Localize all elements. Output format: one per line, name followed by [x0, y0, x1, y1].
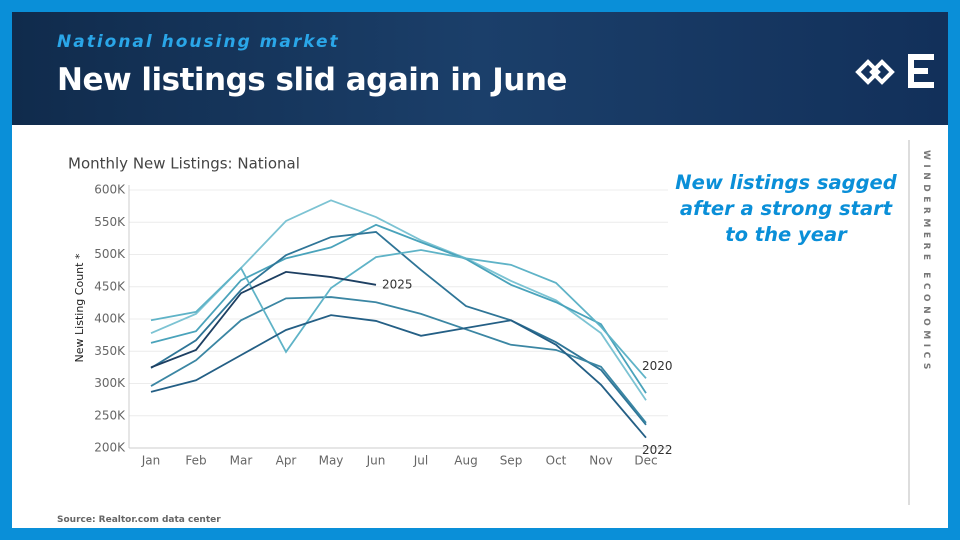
- y-tick-label: 500K: [94, 247, 126, 261]
- x-tick-label: Nov: [589, 454, 612, 468]
- source: Source: Realtor.com data center: [57, 515, 221, 525]
- x-tick-label: May: [319, 454, 344, 468]
- series-line: [150, 249, 647, 379]
- x-tick-label: Oct: [546, 454, 567, 468]
- series-line: [150, 223, 647, 394]
- sidebar-label: WINDERMERE ECONOMICS: [921, 150, 931, 374]
- x-tick-label: Jul: [413, 454, 428, 468]
- y-tick-label: 350K: [94, 344, 126, 358]
- logo: [855, 54, 934, 88]
- headline: New listings slid again in June: [57, 62, 567, 98]
- series-line: [150, 230, 647, 426]
- annotation: New listings sagged after a strong start…: [675, 171, 897, 246]
- x-tick-label: Apr: [276, 454, 297, 468]
- header: National housing market New listings sli…: [12, 12, 948, 125]
- y-tick-label: 250K: [94, 408, 126, 422]
- x-tick-label: Feb: [185, 454, 206, 468]
- y-tick-label: 200K: [94, 441, 126, 455]
- series-line: [150, 199, 647, 401]
- y-tick-label: 400K: [94, 312, 126, 326]
- x-tick-label: Aug: [454, 454, 477, 468]
- x-tick-label: Mar: [230, 454, 253, 468]
- kicker: National housing market: [57, 32, 340, 52]
- y-axis-label: New Listing Count *: [73, 253, 86, 362]
- series-label: 2020: [642, 359, 673, 373]
- y-tick-label: 600K: [94, 183, 126, 197]
- x-tick-label: Dec: [634, 454, 657, 468]
- x-tick-label: Jan: [141, 454, 161, 468]
- x-tick-label: Jun: [366, 454, 386, 468]
- series-line: [150, 314, 647, 439]
- y-tick-label: 300K: [94, 376, 126, 390]
- y-tick-label: 550K: [94, 215, 126, 229]
- series-line: [150, 270, 377, 369]
- series-label: 2025: [382, 277, 413, 291]
- series-label: 2022: [642, 443, 673, 457]
- x-tick-label: Sep: [500, 454, 523, 468]
- series-line: [150, 296, 647, 424]
- chart-title: Monthly New Listings: National: [68, 155, 300, 173]
- y-tick-label: 450K: [94, 279, 126, 293]
